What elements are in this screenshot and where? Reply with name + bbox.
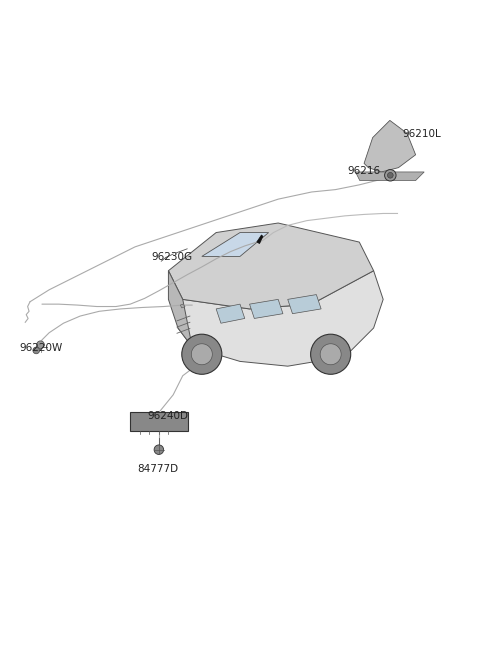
Text: 96230G: 96230G (152, 253, 193, 262)
Circle shape (320, 344, 341, 365)
Circle shape (384, 169, 396, 181)
Polygon shape (168, 271, 192, 347)
Polygon shape (180, 304, 185, 308)
Circle shape (311, 334, 351, 375)
Polygon shape (216, 304, 245, 323)
Circle shape (182, 334, 222, 375)
Circle shape (192, 344, 212, 365)
Text: 96220W: 96220W (20, 343, 63, 353)
Polygon shape (288, 295, 321, 314)
Text: 96216: 96216 (348, 165, 381, 176)
Polygon shape (257, 235, 263, 243)
Polygon shape (168, 223, 373, 309)
Circle shape (36, 341, 44, 348)
Polygon shape (250, 299, 283, 318)
Polygon shape (202, 233, 269, 256)
Text: 84777D: 84777D (137, 464, 179, 474)
Circle shape (387, 173, 393, 178)
Bar (130, 413, 188, 430)
Polygon shape (356, 172, 424, 180)
Polygon shape (364, 121, 416, 172)
Circle shape (154, 445, 164, 455)
Polygon shape (178, 271, 383, 366)
Circle shape (33, 347, 39, 354)
Text: 96240D: 96240D (147, 411, 188, 421)
Text: 96210L: 96210L (402, 129, 441, 139)
